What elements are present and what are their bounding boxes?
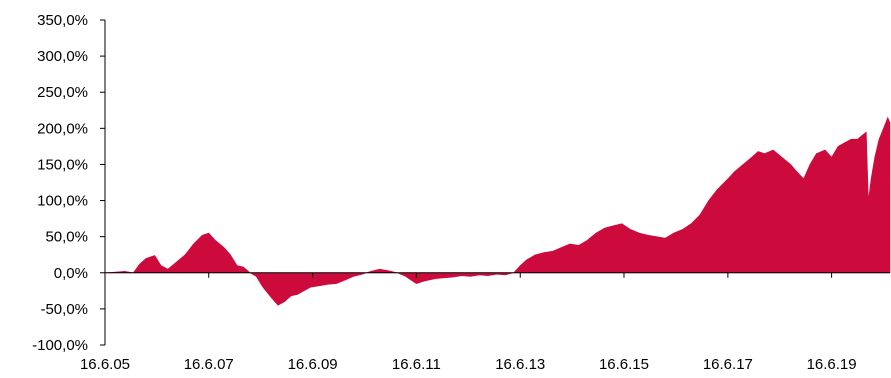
y-tick-label: 200,0% [37, 120, 88, 137]
x-tick-label: 16.6.13 [495, 356, 545, 373]
y-tick-label: 250,0% [37, 84, 88, 101]
x-tick-label: 16.6.09 [288, 356, 338, 373]
y-tick-label: -50,0% [40, 301, 88, 318]
y-tick-label: 150,0% [37, 156, 88, 173]
y-tick-label: 50,0% [45, 229, 88, 246]
x-tick-label: 16.6.07 [184, 356, 234, 373]
x-tick-label: 16.6.17 [703, 356, 753, 373]
y-tick-label: -100,0% [32, 337, 88, 354]
y-tick-label: 0,0% [54, 265, 88, 282]
y-tick-label: 100,0% [37, 193, 88, 210]
y-tick-label: 350,0% [37, 12, 88, 29]
y-tick-label: 300,0% [37, 48, 88, 65]
y-tick-labels: -100,0% -50,0% 0,0% 50,0% 100,0% 150,0% 200,0%… [32, 12, 88, 354]
x-tick-label: 16.6.05 [80, 356, 130, 373]
x-tick-label: 16.6.15 [599, 356, 649, 373]
x-tick-labels: 16.6.05 16.6.07 16.6.09 16.6.11 16.6.13 16.6.… [80, 356, 857, 373]
axes-layer [100, 19, 890, 346]
x-tick-label: 16.6.11 [392, 356, 441, 373]
area-layer [104, 116, 891, 306]
x-tick-label: 16.6.19 [807, 356, 857, 373]
series-area-0 [104, 116, 891, 306]
